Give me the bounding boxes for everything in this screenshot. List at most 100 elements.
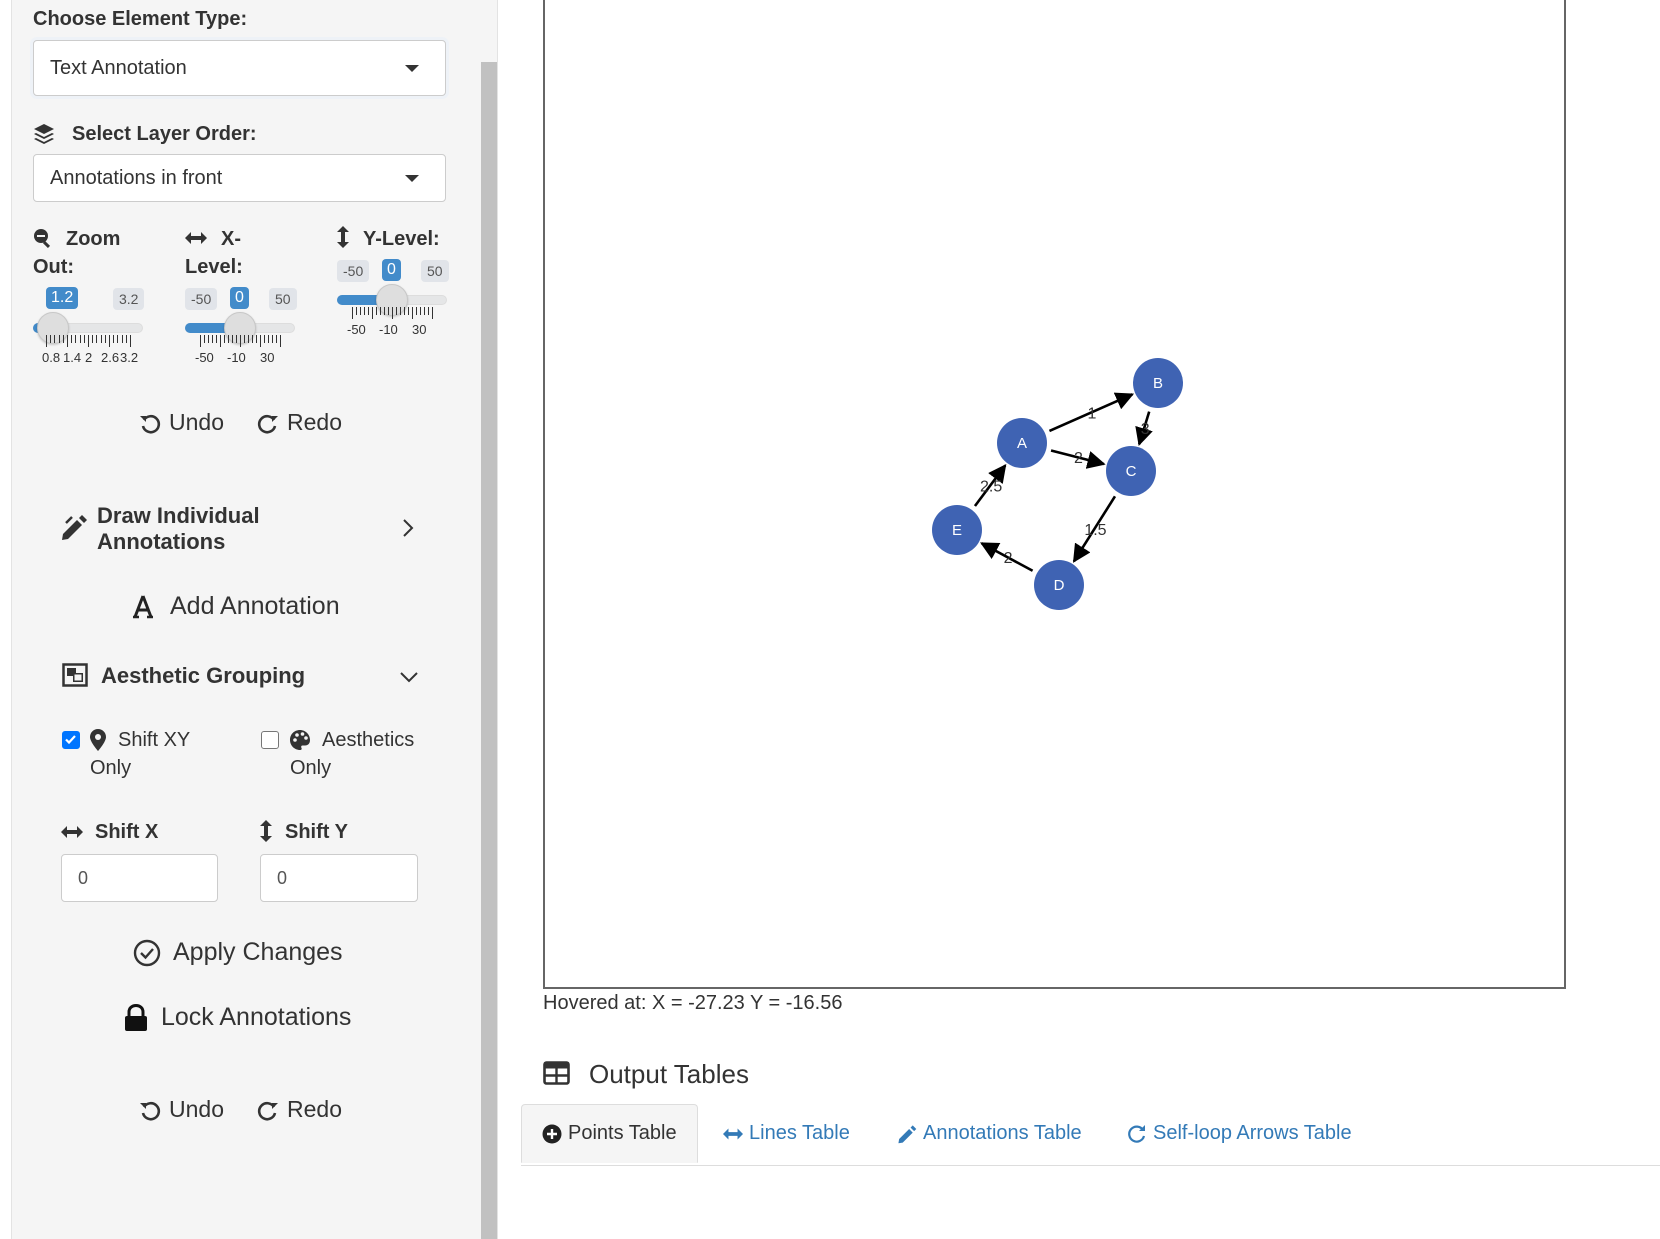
tab-points-table[interactable]: Points Table xyxy=(521,1104,698,1163)
slider-tick xyxy=(204,335,205,343)
edge-weight-label: 2 xyxy=(1074,450,1083,467)
element-type-value: Text Annotation xyxy=(50,56,187,79)
shift-x-value: 0 xyxy=(78,867,89,888)
tab-label: Annotations Table xyxy=(923,1122,1082,1144)
undo-button-2[interactable]: Undo xyxy=(139,1096,224,1123)
zoom-tick-label: 1.4 xyxy=(63,350,82,365)
slider-tick xyxy=(272,335,273,343)
zoom-tick-label: 2.6 xyxy=(101,350,120,365)
x-level-label-line2: Level: xyxy=(185,256,243,278)
redo-button[interactable]: Redo xyxy=(257,409,342,436)
x-level-max-badge: 50 xyxy=(269,288,297,310)
slider-tick xyxy=(432,307,433,319)
node-B[interactable] xyxy=(1133,358,1183,408)
edge-E-A[interactable] xyxy=(973,463,1007,507)
slider-tick xyxy=(121,335,123,343)
node-A[interactable] xyxy=(997,418,1047,468)
shift-x-input[interactable]: 0 xyxy=(61,854,218,902)
node-D[interactable] xyxy=(1034,560,1084,610)
undo-button[interactable]: Undo xyxy=(139,409,224,436)
sidebar-scrollbar-thumb[interactable] xyxy=(481,62,497,1239)
edge-weight-label: 1.5 xyxy=(1084,522,1106,539)
slider-tick xyxy=(220,335,221,347)
lock-icon xyxy=(125,1003,147,1031)
chevron-down-icon xyxy=(405,175,419,182)
slider-tick xyxy=(248,335,249,343)
y-level-tick-label: -50 xyxy=(347,322,366,337)
shift-xy-only-checkbox[interactable] xyxy=(62,731,80,749)
shift-xy-only-line1: Shift XY xyxy=(118,729,191,751)
sidebar-panel: Choose Element Type: Text Annotation Sel… xyxy=(11,0,498,1239)
output-tables-title: Output Tables xyxy=(589,1059,749,1089)
redo-button-2[interactable]: Redo xyxy=(257,1096,342,1123)
y-level-tick-label: -10 xyxy=(379,322,398,337)
lock-annotations-button[interactable]: Lock Annotations xyxy=(123,1003,351,1032)
slider-tick xyxy=(117,335,119,343)
font-icon xyxy=(133,594,153,618)
tab-self-loop-arrows-table[interactable]: Self-loop Arrows Table xyxy=(1127,1104,1352,1163)
network-plot[interactable]: 1 3 2 1.5 2 2.5 A B C D E xyxy=(543,0,1566,989)
draw-individual-line2: Annotations xyxy=(97,529,226,554)
layer-order-select[interactable]: Annotations in front xyxy=(33,154,446,202)
edge-weight-label: 2 xyxy=(1004,550,1013,567)
zoom-slider-ticks xyxy=(46,335,131,347)
x-level-tick-label: -50 xyxy=(195,350,214,365)
plus-circle-icon xyxy=(542,1124,562,1143)
slider-tick xyxy=(244,335,245,343)
slider-tick xyxy=(67,335,68,347)
edge-A-B[interactable] xyxy=(1048,392,1135,433)
zoom-slider[interactable]: 1.2 3.2 0.8 1.4 2 2.6 3.2 xyxy=(33,287,145,367)
y-level-slider[interactable]: -50 0 50 -50 -10 30 xyxy=(337,259,449,339)
draw-individual-annotations-toggle[interactable]: Draw Individual Annotations xyxy=(59,500,421,560)
element-type-select[interactable]: Text Annotation xyxy=(33,40,446,96)
edge-weight-label: 3 xyxy=(1141,421,1150,438)
zoom-out-icon xyxy=(34,229,51,248)
layer-order-label: Select Layer Order: xyxy=(72,123,257,145)
network-graph[interactable]: 1 3 2 1.5 2 2.5 A B C D E xyxy=(545,0,1564,987)
add-annotation-label: Add Annotation xyxy=(170,592,340,620)
edge-D-E[interactable] xyxy=(980,542,1034,572)
slider-tick xyxy=(412,307,413,319)
element-type-label: Choose Element Type: xyxy=(33,8,248,30)
hover-coordinates: Hovered at: X = -27.23 Y = -16.56 xyxy=(543,992,843,1014)
slider-tick xyxy=(224,335,225,343)
slider-tick xyxy=(88,335,89,347)
add-annotation-button[interactable]: Add Annotation xyxy=(132,592,340,621)
slider-tick xyxy=(252,335,253,343)
rotate-icon xyxy=(1128,1124,1146,1143)
aesthetics-only-checkbox[interactable] xyxy=(261,731,279,749)
slider-tick xyxy=(83,335,85,343)
node-label: A xyxy=(1017,435,1027,452)
tab-annotations-table[interactable]: Annotations Table xyxy=(897,1104,1082,1163)
aesthetic-grouping-toggle[interactable]: Aesthetic Grouping xyxy=(59,660,421,692)
x-level-tick-label: 30 xyxy=(260,350,275,365)
apply-changes-button[interactable]: Apply Changes xyxy=(133,938,343,967)
slider-tick xyxy=(130,335,131,347)
slider-tick xyxy=(216,335,217,343)
aesthetics-only-line2: Only xyxy=(290,757,332,779)
slider-tick xyxy=(404,307,405,315)
node-E[interactable] xyxy=(932,505,982,555)
edge-A-C[interactable] xyxy=(1050,449,1106,469)
aesthetic-grouping-label: Aesthetic Grouping xyxy=(101,663,306,688)
layers-icon xyxy=(34,124,54,144)
horizontal-arrows-icon xyxy=(185,232,207,244)
zoom-value-badge: 1.2 xyxy=(46,287,79,309)
x-level-slider[interactable]: -50 0 50 -50 -10 30 xyxy=(185,287,297,367)
slider-tick xyxy=(200,335,201,347)
zoom-slider-handle[interactable] xyxy=(37,312,69,344)
x-level-value-badge: 0 xyxy=(230,287,249,309)
x-level-label-line1: X- xyxy=(221,228,241,250)
y-level-max-badge: 50 xyxy=(421,260,449,282)
node-C[interactable] xyxy=(1106,446,1156,496)
slider-tick xyxy=(240,335,241,347)
slider-tick xyxy=(236,335,237,343)
tab-lines-table[interactable]: Lines Table xyxy=(723,1104,850,1163)
zoom-tick-label: 2 xyxy=(85,350,93,365)
edge-C-D[interactable] xyxy=(1072,495,1117,563)
y-level-slider-ticks xyxy=(352,307,433,319)
edge-B-C[interactable] xyxy=(1135,411,1153,446)
shift-y-input[interactable]: 0 xyxy=(260,854,418,902)
slider-tick xyxy=(388,307,389,315)
zoom-label-line2: Out: xyxy=(33,256,75,278)
